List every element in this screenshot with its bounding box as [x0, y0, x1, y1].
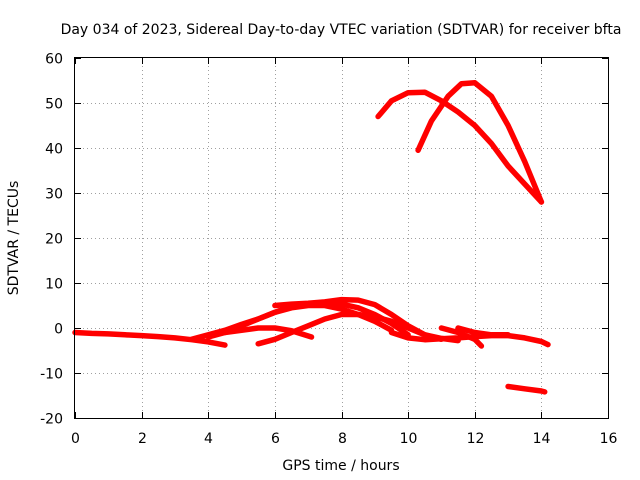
- series-arc-low-main: [72, 329, 228, 348]
- series-arc-high-2: [415, 80, 545, 205]
- grid-lines: [75, 58, 608, 418]
- x-tick-label: 2: [138, 431, 147, 447]
- x-axis-label: GPS time / hours: [282, 458, 399, 474]
- x-tick-label: 0: [71, 431, 80, 447]
- x-tick-label: 14: [533, 431, 551, 447]
- plot-frame: [74, 57, 609, 419]
- series-arc-high-1: [375, 89, 545, 205]
- series-arc-low-7: [438, 325, 485, 349]
- x-tick-label: 16: [600, 431, 618, 447]
- y-tick-label: -20: [40, 412, 63, 428]
- series-arc-low-5: [222, 325, 315, 340]
- x-tick-label: 6: [271, 431, 280, 447]
- x-tick-label: 4: [204, 431, 213, 447]
- y-tick-label: 50: [45, 97, 63, 113]
- y-tick-label: 60: [45, 52, 63, 68]
- y-tick-label: 20: [45, 232, 63, 248]
- series-arc-low-4: [272, 296, 461, 344]
- axis-ticks: 0 2 4 6 8 10 12 14 16 -20 -10 0 10 20 30 40 50 60: [40, 52, 617, 448]
- data-series: [72, 80, 551, 395]
- y-tick-label: -10: [40, 367, 63, 383]
- x-tick-label: 8: [338, 431, 347, 447]
- y-tick-label: 40: [45, 142, 63, 158]
- x-tick-label: 10: [400, 431, 418, 447]
- y-tick-label: 0: [54, 322, 63, 338]
- chart-title: Day 034 of 2023, Sidereal Day-to-day VTE…: [61, 22, 622, 38]
- y-tick-label: 10: [45, 277, 63, 293]
- y-tick-label: 30: [45, 187, 63, 203]
- series-arc-low-9: [505, 383, 548, 395]
- y-axis-label: SDTVAR / TECUs: [6, 181, 22, 296]
- x-tick-label: 12: [467, 431, 485, 447]
- series-arc-low-8: [455, 325, 511, 338]
